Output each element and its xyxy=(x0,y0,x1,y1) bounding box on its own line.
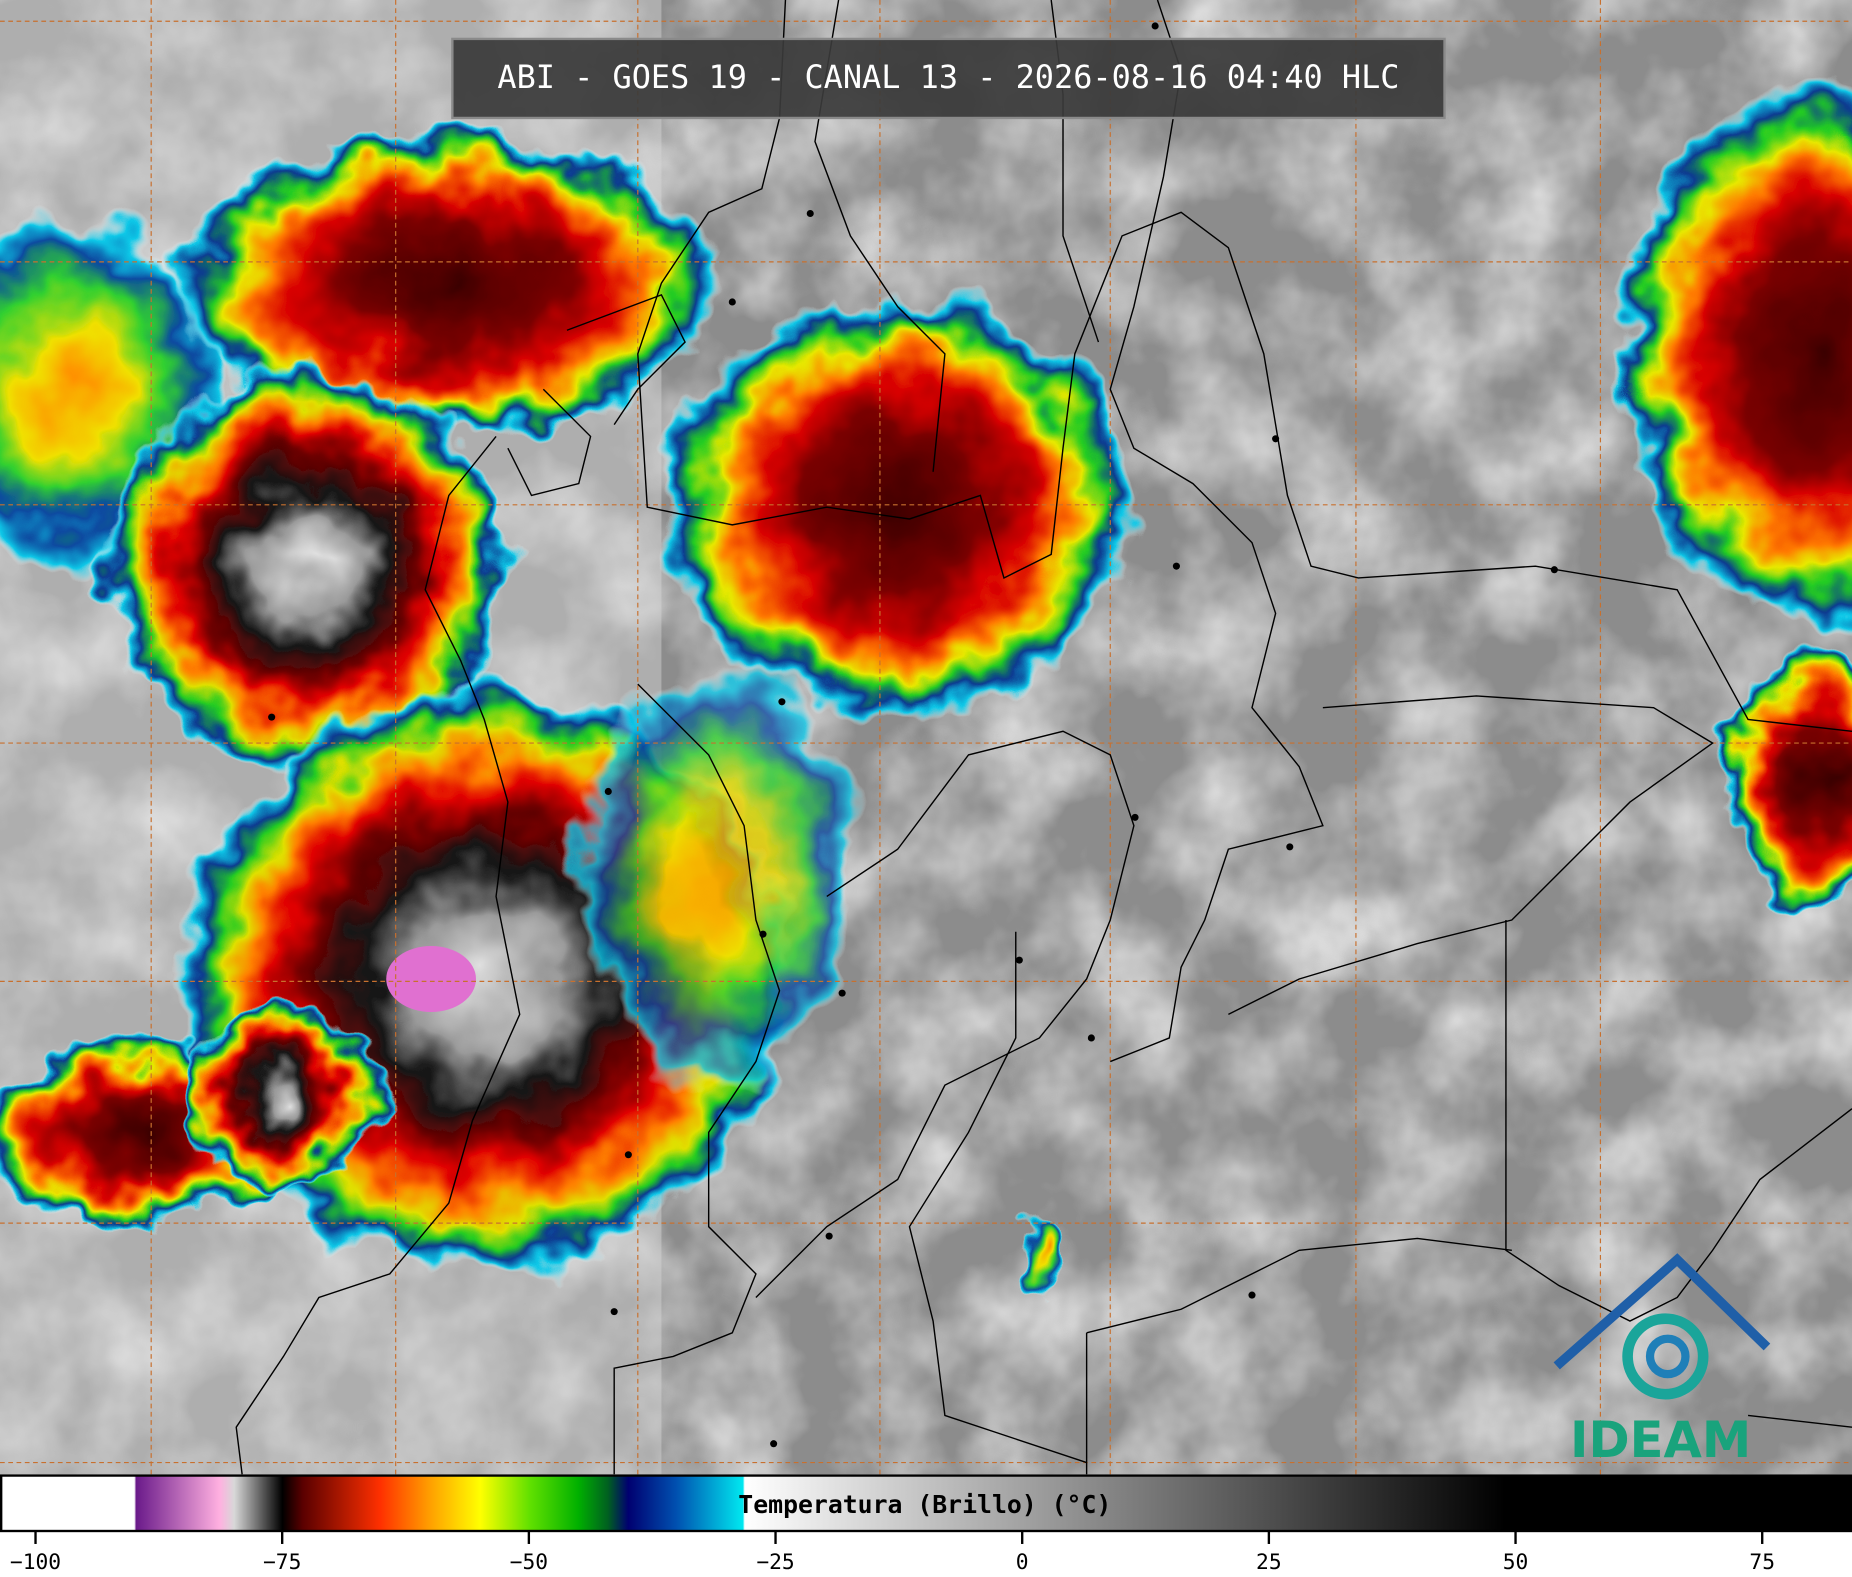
tick-label: −25 xyxy=(756,1550,794,1575)
tick-label: −50 xyxy=(510,1550,548,1575)
title-background xyxy=(451,37,1446,120)
logo-text: IDEAM xyxy=(1570,1411,1751,1469)
logo-swirl-inner xyxy=(1645,1334,1690,1379)
storm-clouds xyxy=(0,82,1852,1292)
logo-roof xyxy=(1553,1253,1771,1370)
city-markers xyxy=(268,22,1558,1448)
tick-label: −75 xyxy=(263,1550,301,1575)
logo: IDEAM xyxy=(1553,1253,1771,1469)
title: ABI - GOES 19 - CANAL 13 - 2026-08-16 04… xyxy=(497,58,1399,96)
borders xyxy=(235,0,1852,1475)
tick-label: −100 xyxy=(10,1550,61,1575)
colorbar-ticks: −100 −75 −50 −25 0 25 50 75 xyxy=(10,1530,1775,1575)
tick-label: 25 xyxy=(1256,1550,1282,1575)
tick-label: 75 xyxy=(1749,1550,1775,1575)
tick-label: 50 xyxy=(1503,1550,1529,1575)
title-box: ABI - GOES 19 - CANAL 13 - 2026-08-16 04… xyxy=(451,37,1446,120)
logo-swirl xyxy=(1622,1313,1709,1400)
map-grid xyxy=(0,0,1852,1475)
colorbar xyxy=(0,1474,1852,1533)
colorbar-label: Temperatura (Brillo) (°C) xyxy=(738,1490,1111,1519)
tick-label: 0 xyxy=(1016,1550,1029,1575)
coldest-core xyxy=(386,945,476,1013)
